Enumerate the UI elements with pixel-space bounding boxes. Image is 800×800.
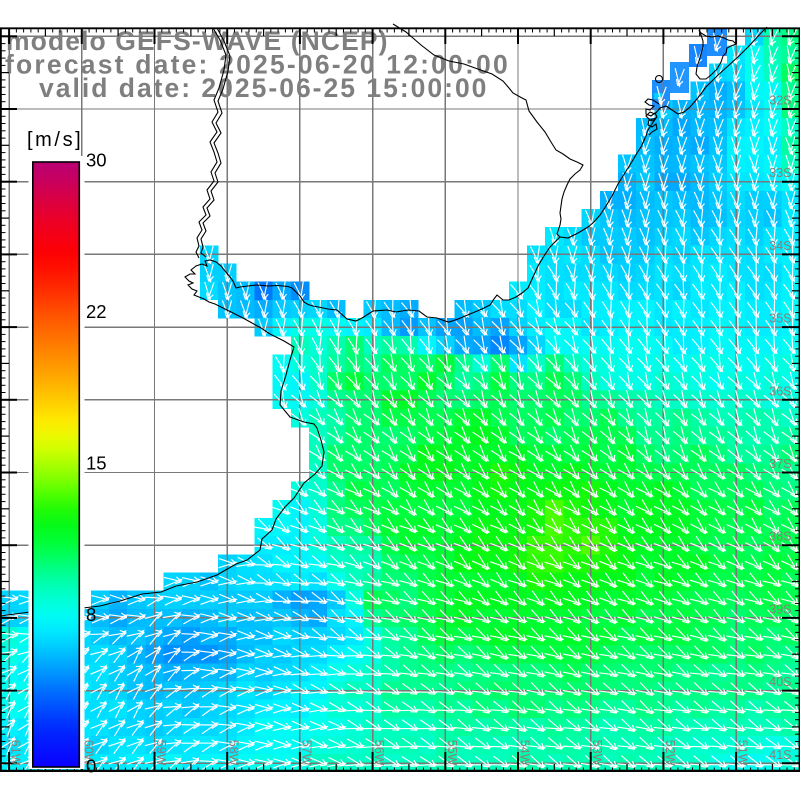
svg-text:valid date: 2025-06-25 15:00:0: valid date: 2025-06-25 15:00:00 (39, 73, 488, 103)
svg-text:[m/s]: [m/s] (27, 129, 83, 151)
svg-text:30: 30 (86, 150, 107, 171)
svg-text:53W: 53W (590, 740, 604, 766)
svg-text:39S: 39S (769, 602, 791, 616)
svg-text:38S: 38S (769, 530, 791, 544)
svg-text:32S: 32S (769, 94, 791, 108)
svg-text:59W: 59W (154, 740, 168, 766)
svg-text:8: 8 (86, 604, 96, 625)
svg-text:60W: 60W (81, 740, 95, 766)
svg-text:52W: 52W (663, 740, 677, 766)
svg-text:55W: 55W (445, 740, 459, 766)
svg-text:57W: 57W (299, 740, 313, 766)
svg-text:51W: 51W (736, 740, 750, 766)
svg-text:33S: 33S (769, 166, 791, 180)
svg-text:forecast date: 2025-06-20 12:0: forecast date: 2025-06-20 12:00:00 (5, 50, 510, 80)
svg-text:36S: 36S (769, 384, 791, 398)
svg-text:56W: 56W (372, 740, 386, 766)
svg-text:modelo GEFS-WAVE (NCEP): modelo GEFS-WAVE (NCEP) (6, 26, 389, 56)
svg-text:22: 22 (86, 301, 107, 322)
svg-text:40S: 40S (769, 675, 791, 689)
svg-text:37S: 37S (769, 457, 791, 471)
svg-text:61W: 61W (9, 740, 23, 766)
svg-text:34S: 34S (769, 239, 791, 253)
svg-text:58W: 58W (227, 740, 241, 766)
svg-text:0: 0 (86, 756, 96, 777)
svg-text:15: 15 (86, 453, 107, 474)
svg-text:54W: 54W (518, 740, 532, 766)
svg-text:41S: 41S (769, 748, 791, 762)
svg-text:35S: 35S (769, 312, 791, 326)
